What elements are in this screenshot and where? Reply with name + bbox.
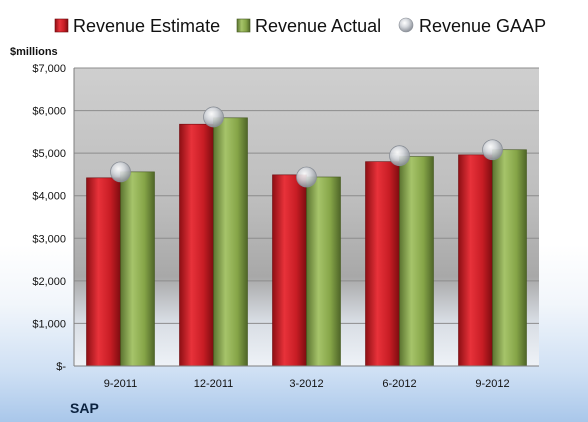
marker-revenue-gaap: [296, 166, 317, 188]
bar-revenue-actual: [492, 149, 527, 367]
gaap-markers: [110, 106, 503, 188]
bar-revenue-estimate: [179, 123, 214, 367]
legend-item-revenue-actual: Revenue Actual: [236, 16, 381, 36]
bar-revenue-actual: [120, 171, 155, 367]
y-tick-label: $5,000: [32, 148, 66, 160]
legend: Revenue Estimate Revenue Actual Revenue …: [54, 16, 546, 36]
y-tick-label: $7,000: [32, 63, 66, 75]
y-axis-unit-label: $millions: [10, 46, 58, 58]
y-tick-label: $1,000: [32, 318, 66, 330]
x-tick-label: 9-2012: [475, 378, 509, 390]
marker-revenue-gaap: [482, 139, 503, 161]
y-tick-label: $6,000: [32, 106, 66, 118]
y-tick-label: $-: [56, 361, 66, 373]
marker-revenue-gaap: [110, 161, 131, 183]
y-tick-label: $2,000: [32, 276, 66, 288]
x-axis-ticks: 9-2011 12-2011 3-2012 6-2012 9-2012: [104, 378, 510, 390]
legend-swatch-gaap: [398, 17, 414, 33]
bar-revenue-actual: [306, 176, 341, 367]
company-label: SAP: [70, 400, 99, 416]
legend-swatch-estimate: [54, 18, 69, 33]
legend-label-actual: Revenue Actual: [255, 16, 381, 36]
marker-revenue-gaap: [203, 106, 224, 128]
legend-item-revenue-estimate: Revenue Estimate: [54, 16, 220, 36]
x-tick-label: 3-2012: [289, 378, 323, 390]
y-axis-ticks: $- $1,000 $2,000 $3,000 $4,000 $5,000 $6,000 $7…: [32, 63, 66, 373]
y-tick-label: $4,000: [32, 191, 66, 203]
x-tick-label: 9-2011: [104, 378, 137, 390]
legend-item-revenue-gaap: Revenue GAAP: [398, 16, 546, 36]
bar-revenue-estimate: [272, 174, 307, 367]
legend-label-gaap: Revenue GAAP: [419, 16, 546, 36]
bar-revenue-estimate: [365, 161, 400, 367]
bar-revenue-actual: [399, 156, 434, 367]
legend-label-estimate: Revenue Estimate: [73, 16, 220, 36]
x-tick-label: 6-2012: [382, 378, 416, 390]
marker-revenue-gaap: [389, 145, 410, 167]
bar-revenue-estimate: [458, 154, 493, 367]
legend-swatch-actual: [236, 18, 251, 33]
x-tick-label: 12-2011: [194, 378, 234, 390]
y-tick-label: $3,000: [32, 233, 66, 245]
bar-revenue-actual: [213, 117, 248, 367]
bar-revenue-estimate: [86, 177, 121, 367]
